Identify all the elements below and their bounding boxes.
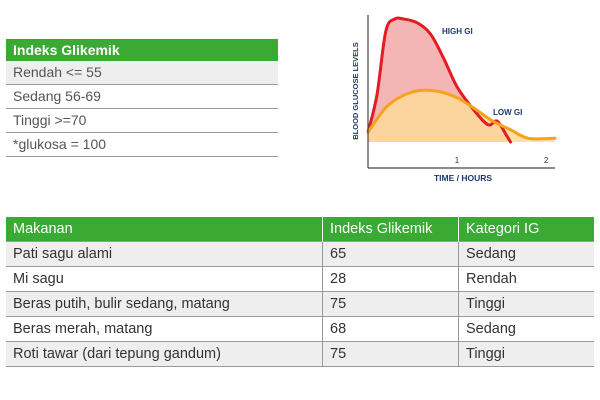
- gi-value-cell: 68: [322, 316, 459, 342]
- gi-category-cell: Tinggi: [458, 341, 594, 367]
- gi-value-cell: 75: [322, 291, 459, 317]
- food-name-cell: Mi sagu: [6, 266, 323, 292]
- glucose-response-chart: 1 2 TIME / HOURS BLOOD GLUCOSE LEVELS HI…: [351, 15, 557, 183]
- gi-value-cell: 28: [322, 266, 459, 292]
- gi-category-cell: Tinggi: [458, 291, 594, 317]
- food-name-cell: Beras merah, matang: [6, 316, 323, 342]
- gi-legend-row: Tinggi >=70: [6, 109, 278, 133]
- gi-value-cell: 65: [322, 241, 459, 267]
- gi-category-cell: Sedang: [458, 316, 594, 342]
- column-header-kategori: Kategori IG: [458, 217, 594, 242]
- x-tick-label: 1: [455, 156, 460, 165]
- series-line-low-gi: [366, 88, 557, 141]
- series-label-low-gi: LOW GI: [493, 108, 522, 117]
- table-row: Beras putih, bulir sedang, matang 75 Tin…: [6, 291, 594, 317]
- table-row: Pati sagu alami 65 Sedang: [6, 241, 594, 267]
- column-header-indeks: Indeks Glikemik: [322, 217, 459, 242]
- table-row: Roti tawar (dari tepung gandum) 75 Tingg…: [6, 341, 594, 367]
- table-row: Beras merah, matang 68 Sedang: [6, 316, 594, 342]
- gi-legend-header: Indeks Glikemik: [6, 39, 278, 61]
- food-name-cell: Pati sagu alami: [6, 241, 323, 267]
- series-label-high-gi: HIGH GI: [442, 27, 473, 36]
- gi-legend-row: Rendah <= 55: [6, 61, 278, 85]
- x-tick-label: 2: [544, 156, 549, 165]
- gi-legend-table: Indeks Glikemik Rendah <= 55 Sedang 56-6…: [6, 39, 278, 157]
- column-header-makanan: Makanan: [6, 217, 323, 242]
- series-line-high-gi: [366, 16, 512, 144]
- food-gi-table: Makanan Indeks Glikemik Kategori IG Pati…: [6, 217, 594, 367]
- food-name-cell: Beras putih, bulir sedang, matang: [6, 291, 323, 317]
- gi-category-cell: Rendah: [458, 266, 594, 292]
- food-name-cell: Roti tawar (dari tepung gandum): [6, 341, 323, 367]
- gi-category-cell: Sedang: [458, 241, 594, 267]
- y-axis-label: BLOOD GLUCOSE LEVELS: [351, 42, 360, 140]
- table-header-row: Makanan Indeks Glikemik Kategori IG: [6, 217, 594, 242]
- gi-legend-row: *glukosa = 100: [6, 133, 278, 157]
- gi-legend-row: Sedang 56-69: [6, 85, 278, 109]
- gi-value-cell: 75: [322, 341, 459, 367]
- x-axis-label: TIME / HOURS: [434, 173, 492, 183]
- table-row: Mi sagu 28 Rendah: [6, 266, 594, 292]
